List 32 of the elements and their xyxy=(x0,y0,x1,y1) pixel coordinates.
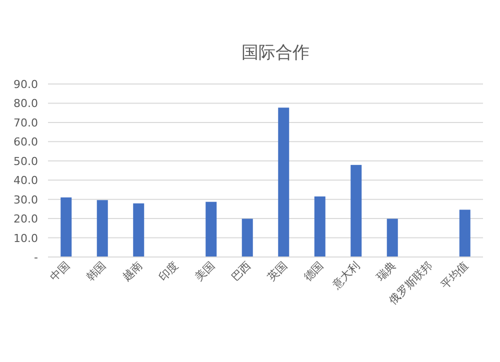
y-tick-label: 80.0 xyxy=(14,97,38,110)
y-tick-label: 10.0 xyxy=(14,232,38,245)
x-tick-label: 中国 xyxy=(48,258,72,284)
bar xyxy=(314,196,326,257)
x-tick-label: 瑞典 xyxy=(374,258,398,284)
bar xyxy=(206,202,217,257)
bar xyxy=(386,218,398,257)
y-tick-label: 60.0 xyxy=(14,136,38,149)
x-tick-label: 印度 xyxy=(156,258,181,284)
x-tick-label: 意大利 xyxy=(329,258,362,292)
bar xyxy=(242,218,253,257)
x-tick-label: 越南 xyxy=(120,258,145,284)
y-tick-label: 40.0 xyxy=(14,174,38,188)
y-tick-label: 90.0 xyxy=(14,78,38,91)
bar xyxy=(278,108,290,257)
y-tick-label: 50.0 xyxy=(14,154,38,168)
x-tick-label: 平均值 xyxy=(438,258,471,292)
x-tick-label: 韩国 xyxy=(84,258,108,284)
y-tick-label: 30.0 xyxy=(14,193,38,206)
x-tick-label: 美国 xyxy=(192,258,218,284)
y-tick-label: 70.0 xyxy=(14,116,38,130)
bar xyxy=(96,200,108,257)
x-tick-label: 巴西 xyxy=(228,258,254,284)
bar xyxy=(60,197,72,257)
chart-title: 国际合作 xyxy=(242,43,310,63)
bar xyxy=(133,203,144,257)
x-tick-label: 英国 xyxy=(265,258,290,284)
bar xyxy=(350,164,362,257)
y-tick-label: - xyxy=(34,251,38,264)
bar xyxy=(459,210,470,257)
y-tick-label: 20.0 xyxy=(14,212,38,226)
x-tick-label: 德国 xyxy=(301,258,326,284)
